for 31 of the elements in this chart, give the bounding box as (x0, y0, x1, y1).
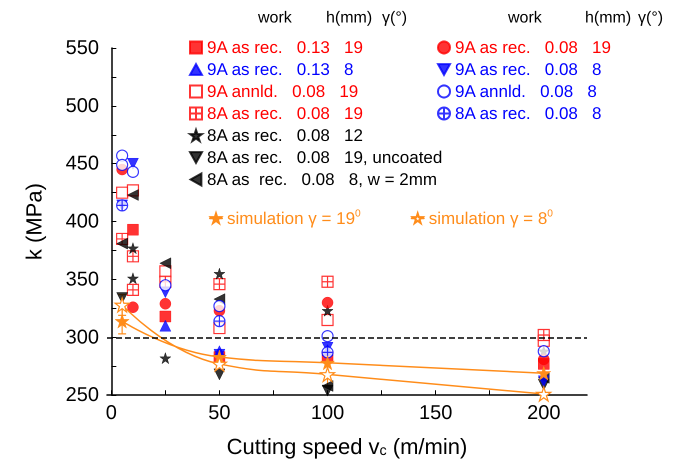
text: γ(°) (382, 10, 408, 26)
y-tick-label: 250 (66, 384, 99, 406)
y-tick-label: 400 (66, 210, 99, 233)
y-tick-label: 450 (66, 152, 99, 175)
y-tick-label: 500 (66, 94, 99, 117)
x-axis-title: Cutting speed vc (m/min) (226, 434, 468, 460)
x-tick-label: 50 (208, 402, 231, 424)
legend-label: 8A as rec. 0.08 8, w = 2mm (207, 170, 438, 189)
y-tick-label: 300 (66, 326, 99, 348)
x-tick-label: 150 (418, 402, 452, 424)
y-tick-label: 550 (66, 37, 99, 59)
text: h(mm) (585, 10, 632, 26)
text: γ(°) (638, 10, 664, 26)
legend-label: 8A as rec. 0.08 12 (207, 126, 363, 145)
legend-label: 8A as rec. 0.08 8 (455, 104, 602, 123)
x-tick-label: 0 (106, 402, 117, 424)
legend-label: 9A as rec. 0.08 19 (455, 38, 611, 57)
text: work (507, 10, 543, 26)
legend-label: 9A annld. 0.08 19 (207, 82, 358, 101)
legend-label: 8A as rec. 0.08 19, uncoated (207, 148, 442, 167)
y-axis-title: k (MPa) (22, 183, 46, 260)
text: work (257, 10, 293, 26)
y-tick-label: 350 (66, 268, 99, 290)
legend-label: 9A as rec. 0.13 8 (207, 60, 354, 79)
x-tick-label: 200 (527, 402, 560, 424)
legend-label: 9A annld. 0.08 8 (455, 82, 597, 101)
legend-label: 9A as rec. 0.08 8 (455, 60, 602, 79)
x-tick-label: 100 (310, 402, 344, 424)
text: h(mm) (326, 10, 372, 26)
legend-label: 9A as rec. 0.13 19 (207, 38, 363, 57)
legend-label: 8A as rec. 0.08 19 (207, 104, 363, 123)
